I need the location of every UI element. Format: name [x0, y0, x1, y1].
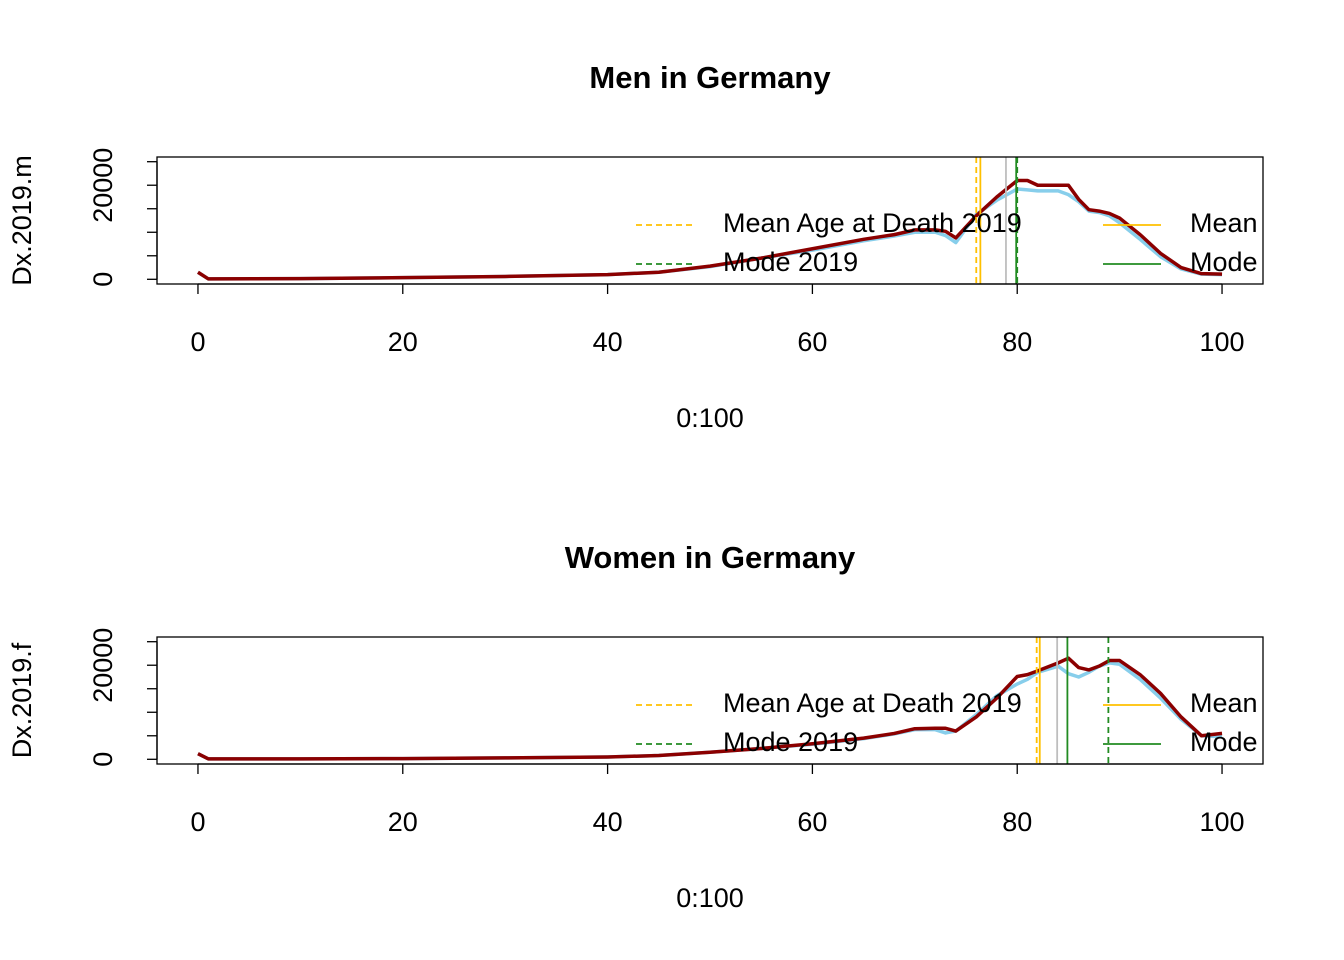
x-tick-label: 40 [593, 327, 623, 357]
x-tick-label: 100 [1200, 327, 1245, 357]
y-tick-label: 0 [88, 272, 118, 287]
legend-label: Mode 2019 [723, 247, 858, 277]
y-axis-label: Dx.2019.f [7, 642, 37, 758]
panel: Men in Germany Mean Age at Death 2019 Mode… [7, 60, 1264, 433]
plot-box [156, 156, 1264, 285]
legend-label: Mean [1190, 688, 1258, 718]
x-tick-label: 80 [1002, 807, 1032, 837]
plot-area: Mean Age at Death 2019 Mode 2019 Mean Mode [197, 157, 1258, 284]
x-axis-label: 0:100 [676, 403, 744, 433]
legend-label: Mode 2019 [723, 727, 858, 757]
y-tick-label: 20000 [88, 628, 118, 703]
x-tick-label: 20 [388, 327, 418, 357]
y-axis-label: Dx.2019.m [7, 155, 37, 286]
x-tick-label: 80 [1002, 327, 1032, 357]
plot-box [156, 636, 1264, 765]
plot-area: Mean Age at Death 2019 Mode 2019 Mean Mode [197, 637, 1258, 764]
legend-label: Mean [1190, 208, 1258, 238]
x-tick-label: 0 [190, 807, 205, 837]
chart-title: Men in Germany [589, 60, 831, 95]
x-tick-label: 0 [190, 327, 205, 357]
x-tick-label: 60 [797, 327, 827, 357]
x-axis-label: 0:100 [676, 883, 744, 913]
line-series [197, 661, 1223, 761]
y-tick-label: 0 [88, 752, 118, 767]
panel: Women in Germany Mean Age at Death 2019 Mo… [7, 540, 1264, 913]
legend-label: Mode [1190, 727, 1258, 757]
legend-label: Mode [1190, 247, 1258, 277]
x-tick-label: 60 [797, 807, 827, 837]
legend-label: Mean Age at Death 2019 [723, 208, 1022, 238]
x-tick-label: 20 [388, 807, 418, 837]
x-tick-label: 100 [1200, 807, 1245, 837]
y-tick-label: 20000 [88, 148, 118, 223]
x-tick-label: 40 [593, 807, 623, 837]
legend-label: Mean Age at Death 2019 [723, 688, 1022, 718]
line-series [197, 656, 1223, 761]
line-series [197, 178, 1223, 281]
chart-title: Women in Germany [565, 540, 856, 575]
